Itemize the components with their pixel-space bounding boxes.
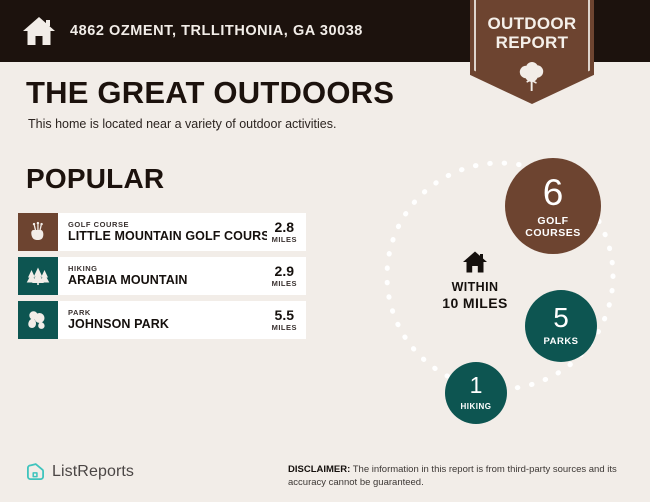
item-text: HIKING ARABIA MOUNTAIN: [58, 257, 267, 295]
bubble-label: PARKS: [543, 336, 579, 347]
item-name: LITTLE MOUNTAIN GOLF COURSE: [68, 229, 267, 243]
bubble-label-line-1: GOLF: [537, 214, 569, 227]
bubble-label: HIKING: [460, 401, 492, 411]
item-text: GOLF COURSE LITTLE MOUNTAIN GOLF COURSE: [58, 213, 267, 251]
item-category: GOLF COURSE: [68, 220, 130, 229]
item-name: ARABIA MOUNTAIN: [68, 273, 188, 287]
home-icon: [463, 251, 487, 273]
badge-text: OUTDOOR REPORT: [470, 14, 594, 52]
popular-heading: POPULAR: [26, 163, 165, 194]
disclaimer-text: The information in this report is from t…: [288, 464, 617, 488]
popular-list: GOLF COURSE LITTLE MOUNTAIN GOLF COURSE …: [18, 213, 306, 345]
distance-unit: MILES: [271, 322, 297, 332]
bubble-golf-courses[interactable]: 6 GOLF COURSES: [505, 158, 601, 254]
intro-block: THE GREAT OUTDOORS This home is located …: [26, 76, 394, 132]
tree-icon: [519, 62, 544, 91]
listreports-house-icon: [26, 463, 45, 481]
page-title: THE GREAT OUTDOORS: [26, 75, 395, 110]
item-category: HIKING: [68, 264, 98, 273]
listreports-wordmark: ListReports: [52, 462, 135, 480]
bubble-count: 6: [542, 171, 564, 213]
distance-value: 2.9: [274, 262, 295, 279]
bubble-hiking[interactable]: 1 HIKING: [445, 362, 507, 424]
item-text: PARK JOHNSON PARK: [58, 301, 267, 339]
listreports-logo[interactable]: ListReports: [26, 462, 134, 481]
outdoor-summary-diagram: WITHIN 10 MILES 6 GOLF COURSES 5 PARKS 1…: [360, 140, 650, 440]
item-name: JOHNSON PARK: [68, 317, 169, 331]
within-line-2: 10 MILES: [442, 295, 508, 311]
distance-value: 5.5: [274, 306, 295, 323]
page-subtitle: This home is located near a variety of o…: [28, 117, 337, 131]
distance-unit: MILES: [271, 278, 297, 288]
property-address: 4862 OZMENT, TRLLITHONIA, GA 30038: [70, 23, 363, 39]
bubble-count: 5: [553, 302, 569, 333]
distance-unit: MILES: [271, 234, 297, 244]
list-item[interactable]: PARK JOHNSON PARK 5.5 MILES: [18, 301, 306, 339]
bubble-label: GOLF COURSES: [525, 215, 580, 239]
item-distance: 5.5 MILES: [267, 301, 306, 339]
disclaimer-label: DISCLAIMER:: [288, 464, 351, 475]
within-line-1: WITHIN: [451, 280, 499, 294]
item-distance: 2.9 MILES: [267, 257, 306, 295]
home-icon: [23, 17, 55, 45]
trees-icon: [18, 257, 58, 295]
within-radius-label: WITHIN 10 MILES: [415, 250, 535, 311]
item-category: PARK: [68, 308, 91, 317]
disclaimer: DISCLAIMER: The information in this repo…: [288, 464, 640, 489]
dotted-ring: [384, 160, 616, 392]
list-item[interactable]: GOLF COURSE LITTLE MOUNTAIN GOLF COURSE …: [18, 213, 306, 251]
bubble-count: 1: [469, 371, 483, 398]
golf-bag-icon: [18, 213, 58, 251]
item-distance: 2.8 MILES: [267, 213, 306, 251]
park-tree-icon: [18, 301, 58, 339]
badge-line-2: REPORT: [495, 33, 569, 52]
list-item[interactable]: HIKING ARABIA MOUNTAIN 2.9 MILES: [18, 257, 306, 295]
bubble-parks[interactable]: 5 PARKS: [525, 290, 597, 362]
distance-value: 2.8: [274, 218, 295, 235]
bubble-label-line-2: COURSES: [525, 226, 581, 239]
badge-line-1: OUTDOOR: [487, 14, 577, 33]
